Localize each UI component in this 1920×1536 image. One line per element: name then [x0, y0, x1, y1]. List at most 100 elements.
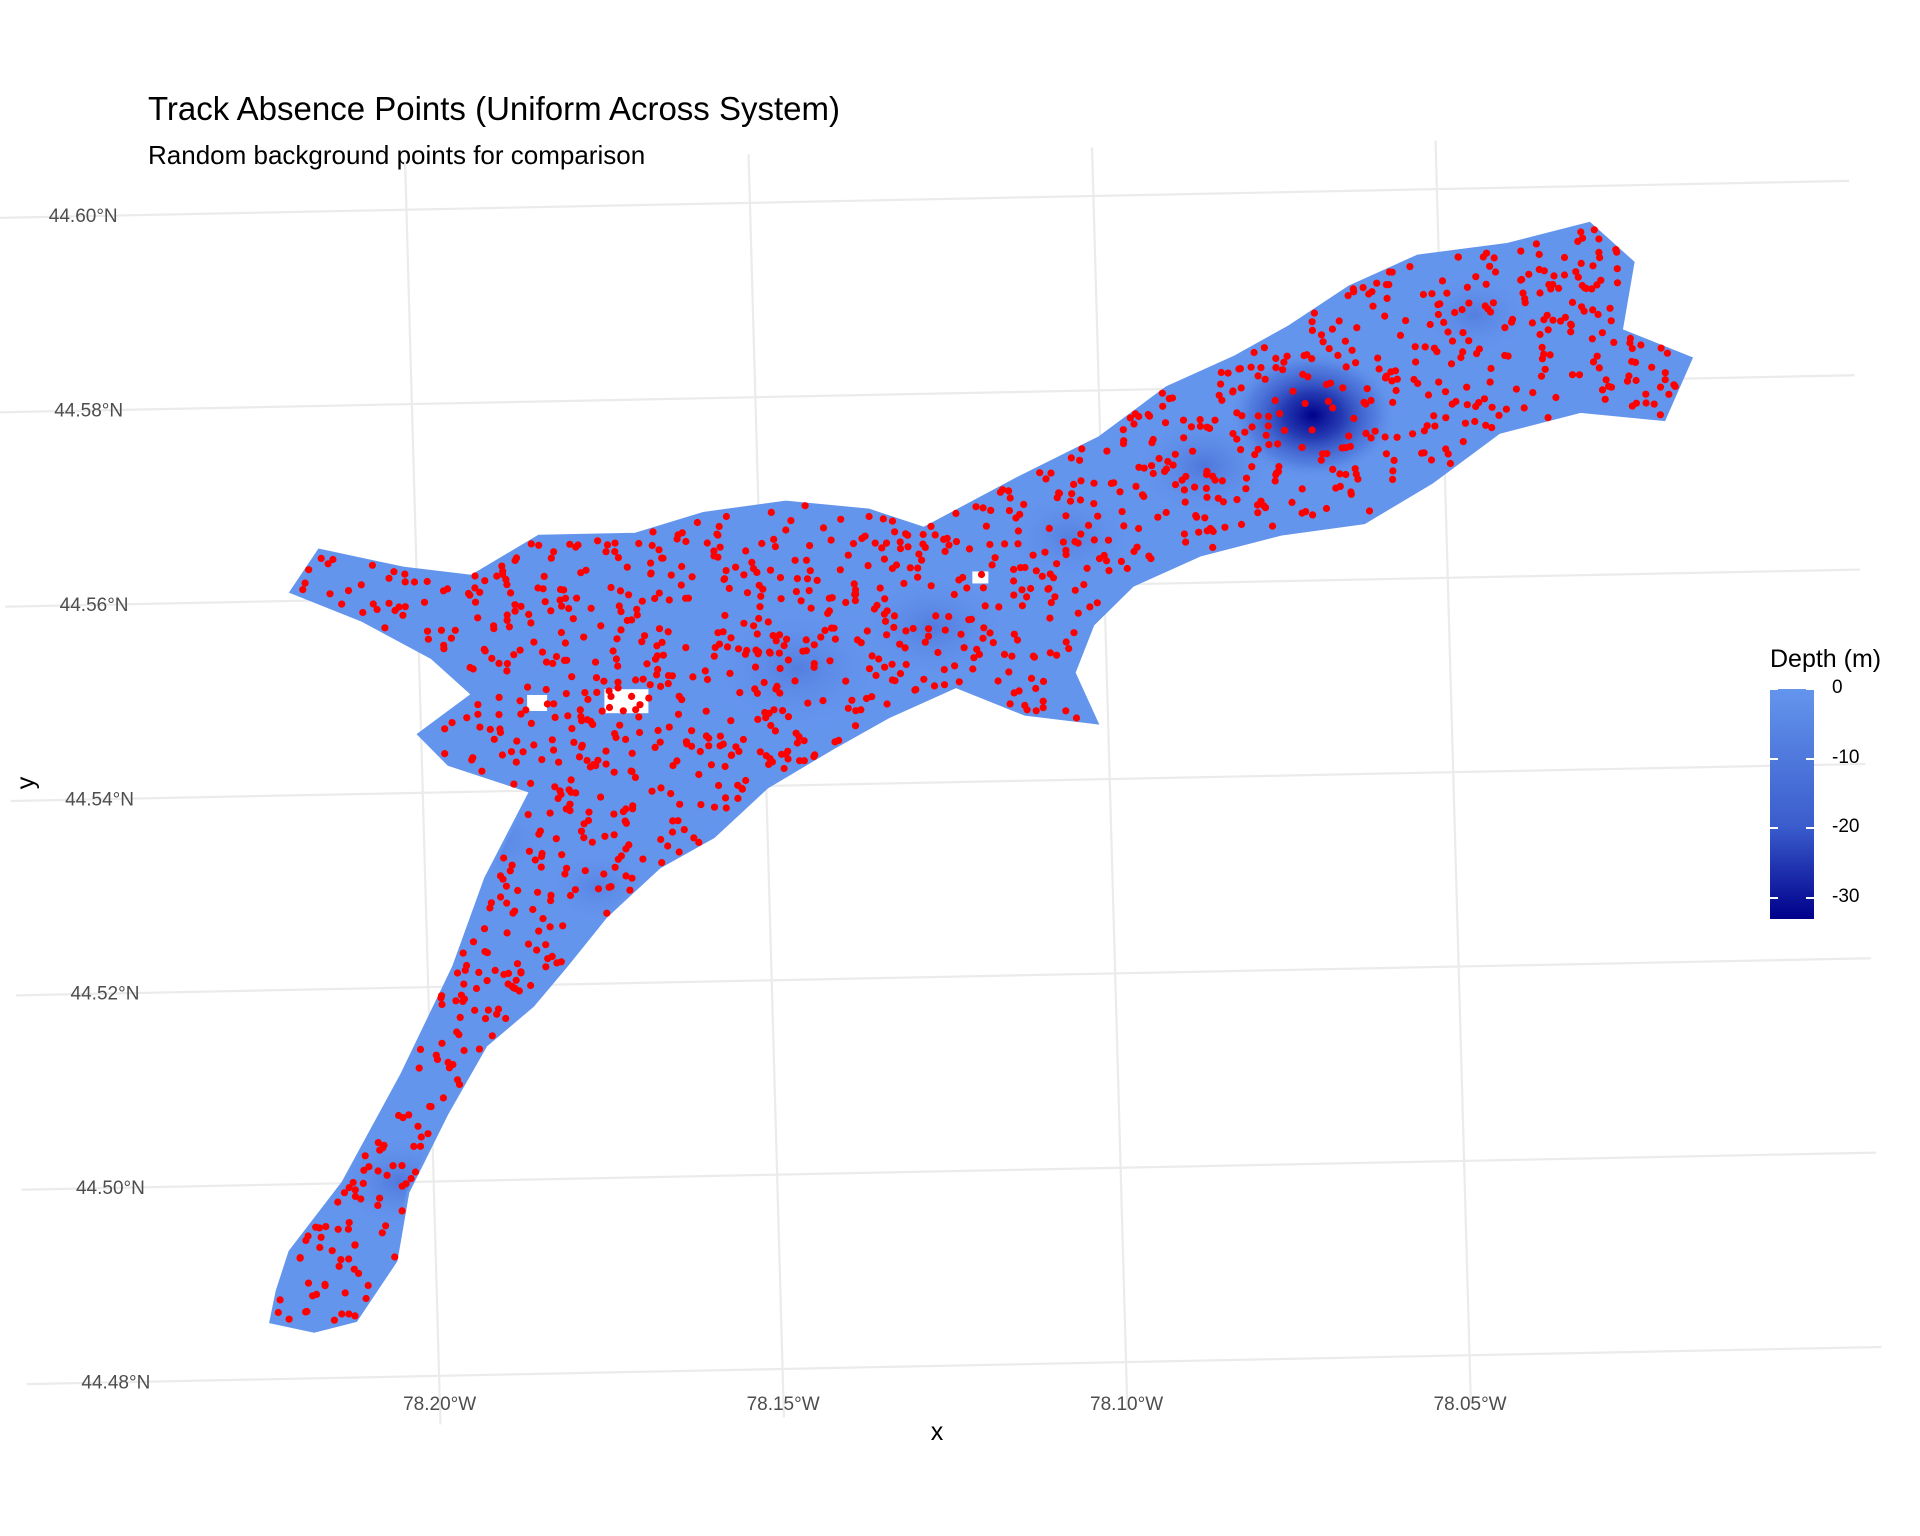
absence-point [537, 852, 546, 861]
absence-point [1196, 416, 1204, 424]
depth-patch-3 [707, 605, 888, 732]
absence-point [1390, 456, 1398, 464]
absence-point [654, 726, 662, 735]
absence-point [1062, 551, 1070, 559]
absence-point [349, 1178, 357, 1187]
absence-point [507, 589, 515, 597]
absence-point [614, 662, 622, 670]
absence-point [1463, 383, 1471, 391]
absence-point [680, 826, 688, 834]
absence-point [610, 831, 618, 839]
absence-point [810, 660, 818, 668]
absence-point [460, 1046, 468, 1055]
absence-point [793, 575, 802, 583]
absence-point [560, 586, 568, 594]
absence-point [543, 700, 552, 708]
absence-point [1274, 440, 1282, 448]
depth-patch-7 [1414, 272, 1535, 357]
absence-point [1589, 306, 1597, 314]
absence-point [497, 893, 505, 901]
absence-point [914, 564, 922, 572]
absence-point [469, 665, 477, 673]
absence-point [1047, 599, 1055, 607]
absence-point [1389, 467, 1397, 475]
absence-point [559, 922, 567, 930]
absence-point [1519, 289, 1527, 297]
absence-point [1086, 603, 1094, 611]
absence-point [757, 592, 765, 600]
legend-tick [1770, 827, 1778, 830]
absence-point [1182, 472, 1190, 481]
absence-point [616, 721, 624, 729]
absence-point [401, 603, 409, 611]
absence-point [1053, 651, 1061, 659]
absence-point [1423, 422, 1431, 430]
absence-point [688, 573, 696, 581]
absence-point [1540, 316, 1548, 324]
absence-point [577, 569, 585, 577]
absence-point [488, 654, 496, 663]
absence-point [538, 756, 546, 764]
absence-point [673, 757, 681, 765]
absence-point [1552, 393, 1560, 402]
absence-point [448, 719, 456, 727]
absence-point [1374, 354, 1382, 362]
absence-point [445, 1064, 453, 1072]
absence-point [714, 531, 722, 539]
absence-point [1491, 268, 1500, 276]
absence-point [703, 675, 712, 684]
absence-point [945, 613, 953, 621]
absence-point [1588, 335, 1596, 343]
absence-point [475, 968, 483, 977]
absence-point [755, 648, 763, 656]
absence-point [1642, 399, 1650, 407]
absence-point [592, 674, 601, 682]
absence-point [1560, 253, 1569, 262]
absence-point [664, 842, 672, 850]
absence-point [1094, 512, 1102, 520]
absence-point [617, 626, 625, 634]
absence-point [607, 692, 615, 701]
absence-point [1367, 434, 1375, 442]
absence-point [1047, 469, 1055, 477]
absence-point [580, 834, 588, 842]
absence-point [1010, 577, 1018, 585]
absence-point [988, 561, 996, 569]
legend-tick [1806, 897, 1814, 900]
absence-point [527, 540, 535, 548]
absence-point [511, 607, 519, 615]
absence-point [1518, 275, 1526, 284]
absence-point [551, 713, 559, 722]
absence-point [1426, 320, 1434, 329]
absence-point [750, 622, 758, 630]
absence-point [508, 861, 516, 869]
absence-point [1540, 267, 1548, 275]
absence-point [567, 776, 575, 784]
absence-point [1588, 285, 1596, 293]
absence-point [611, 548, 619, 556]
absence-point [896, 670, 905, 678]
absence-point [632, 676, 640, 684]
absence-point [751, 663, 760, 671]
absence-point [1352, 359, 1360, 367]
absence-point [806, 567, 814, 575]
absence-point [1254, 445, 1262, 453]
absence-point [1093, 599, 1101, 607]
absence-point [1341, 337, 1349, 345]
absence-point [553, 959, 561, 967]
legend-label-2: -20 [1832, 816, 1860, 838]
absence-point [498, 751, 506, 759]
absence-point [1070, 629, 1078, 637]
absence-point [1536, 289, 1544, 297]
absence-point [424, 635, 432, 643]
absence-point [471, 1006, 479, 1014]
absence-point [1596, 254, 1604, 262]
absence-point [1283, 352, 1291, 360]
absence-point [658, 638, 666, 647]
absence-point [740, 619, 748, 627]
absence-point [1482, 280, 1490, 288]
absence-point [1131, 410, 1139, 418]
absence-point [665, 723, 673, 731]
absence-point [1237, 384, 1245, 392]
absence-point [1201, 514, 1209, 522]
